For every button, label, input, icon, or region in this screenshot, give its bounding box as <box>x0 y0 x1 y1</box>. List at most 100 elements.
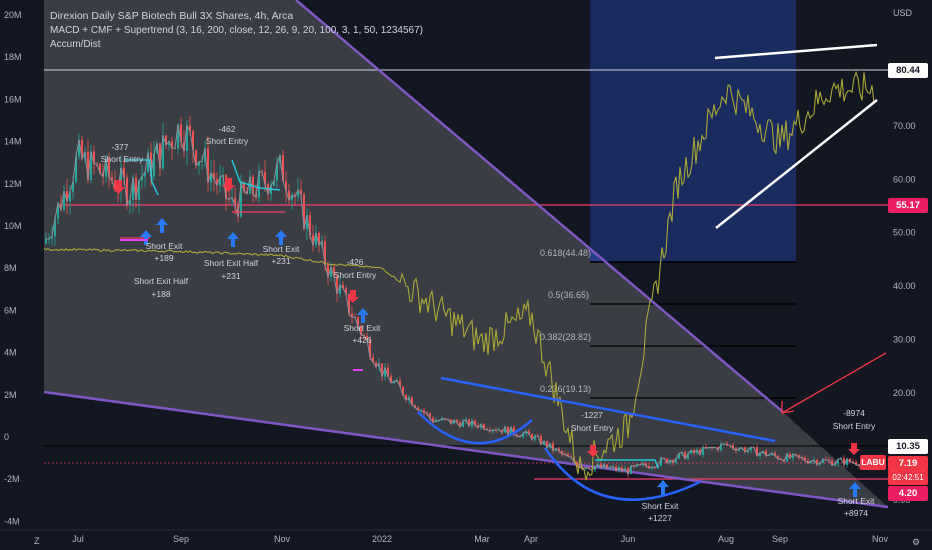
annotation-2-l2: +189 <box>154 253 173 263</box>
candle-body <box>183 142 185 151</box>
candle-body <box>171 141 173 149</box>
candle-body <box>675 458 677 463</box>
candle-body <box>768 454 770 456</box>
candle-body <box>384 367 386 377</box>
left-axis-tick: 16M <box>4 94 22 104</box>
candle-body <box>708 447 710 449</box>
candle-body <box>510 427 512 435</box>
candle-body <box>453 420 455 424</box>
fib-05-label: 0.5(36.65) <box>548 290 589 300</box>
candle-body <box>429 413 431 419</box>
annotation-1-l1: -377 <box>111 142 128 152</box>
annotation-12-l2: +8974 <box>844 508 868 518</box>
channel-lower-line[interactable] <box>715 99 878 229</box>
candle-body <box>309 215 311 236</box>
candle-body <box>528 430 530 434</box>
price-badge-55-17: 55.17 <box>888 198 928 213</box>
candle-body <box>480 424 482 428</box>
annotation-1-l2: Short Entry <box>101 154 144 164</box>
candle-body <box>381 363 383 377</box>
candle-body <box>108 158 110 178</box>
candle-body <box>144 172 146 177</box>
candle-body <box>135 177 137 200</box>
candle-body <box>198 161 200 166</box>
candle-body <box>432 418 434 423</box>
candle-body <box>792 454 794 459</box>
candle-body <box>726 443 728 446</box>
resistance-trendline[interactable] <box>440 376 776 443</box>
last-price-badge: 7.19 <box>888 456 928 471</box>
supertrend-lines <box>125 159 659 469</box>
indicator-macd-label[interactable]: MACD + CMF + Supertrend (3, 16, 200, clo… <box>50 25 423 36</box>
candle-body <box>423 410 425 413</box>
candle-body <box>372 357 374 363</box>
candle-body <box>843 458 845 465</box>
candle-body <box>99 163 101 174</box>
settings-gear-icon[interactable]: ⚙ <box>912 537 920 547</box>
candle-body <box>816 460 818 465</box>
candle-body <box>600 464 602 468</box>
candle-body <box>339 284 341 294</box>
candle-body <box>549 443 551 448</box>
candle-body <box>474 420 476 426</box>
candle-body <box>483 424 485 430</box>
candle-body <box>624 468 626 471</box>
candle-body <box>45 238 47 244</box>
rounding-bottom-2[interactable] <box>543 447 701 501</box>
candle-body <box>513 427 515 435</box>
candle-body <box>51 236 53 239</box>
candle-body <box>345 288 347 294</box>
indicator-accdist-label[interactable]: Accum/Dist <box>50 39 101 50</box>
candle-body <box>303 194 305 229</box>
candle-body <box>645 463 647 466</box>
candle-body <box>630 465 632 475</box>
candle-body <box>672 460 674 463</box>
candle-body <box>666 458 668 464</box>
signal-arrows <box>112 178 861 497</box>
fib-0618-label: 0.618(44.48) <box>540 248 591 258</box>
candle-body <box>693 450 695 453</box>
candle-body <box>291 195 293 201</box>
candle-body <box>417 407 419 411</box>
wedge-upper-line[interactable] <box>295 0 784 413</box>
candle-body <box>405 394 407 401</box>
candle-body <box>759 452 761 457</box>
falling-wedge-area <box>44 0 888 507</box>
candle-body <box>471 420 473 427</box>
candle-body <box>351 313 353 318</box>
candle-body <box>750 446 752 451</box>
candle-body <box>705 447 707 449</box>
right-axis-tick: 50.00 <box>893 228 916 238</box>
candle-body <box>240 182 242 217</box>
series-labu-line <box>45 123 881 476</box>
annotation-12-l1: Short Exit <box>838 496 875 506</box>
candle-body <box>69 191 71 202</box>
candle-body <box>414 405 416 408</box>
annotation-2-l1: Short Exit <box>146 241 183 251</box>
candle-body <box>153 153 155 177</box>
symbol-tag-labu[interactable]: LABU <box>860 455 886 470</box>
candle-body <box>804 457 806 461</box>
wedge-lower-line[interactable] <box>43 390 889 509</box>
candle-body <box>327 264 329 277</box>
candle-body <box>369 340 371 358</box>
candle-body <box>138 180 140 200</box>
candle-body <box>525 430 527 434</box>
candle-body <box>603 464 605 468</box>
candle-body <box>834 463 836 466</box>
annotation-4-l2: Short Entry <box>206 136 249 146</box>
candle-body <box>732 445 734 449</box>
channel-upper-line[interactable] <box>714 43 878 60</box>
candle-body <box>189 125 191 132</box>
candle-body <box>390 376 392 383</box>
candle-body <box>213 173 215 180</box>
candle-body <box>90 151 92 180</box>
rounding-bottom-1[interactable] <box>417 411 533 445</box>
candle-body <box>399 380 401 387</box>
candle-body <box>837 459 839 464</box>
candle-body <box>798 455 800 458</box>
candle-body <box>147 152 149 173</box>
candle-body <box>264 171 266 185</box>
z-icon[interactable]: Z <box>34 536 40 546</box>
